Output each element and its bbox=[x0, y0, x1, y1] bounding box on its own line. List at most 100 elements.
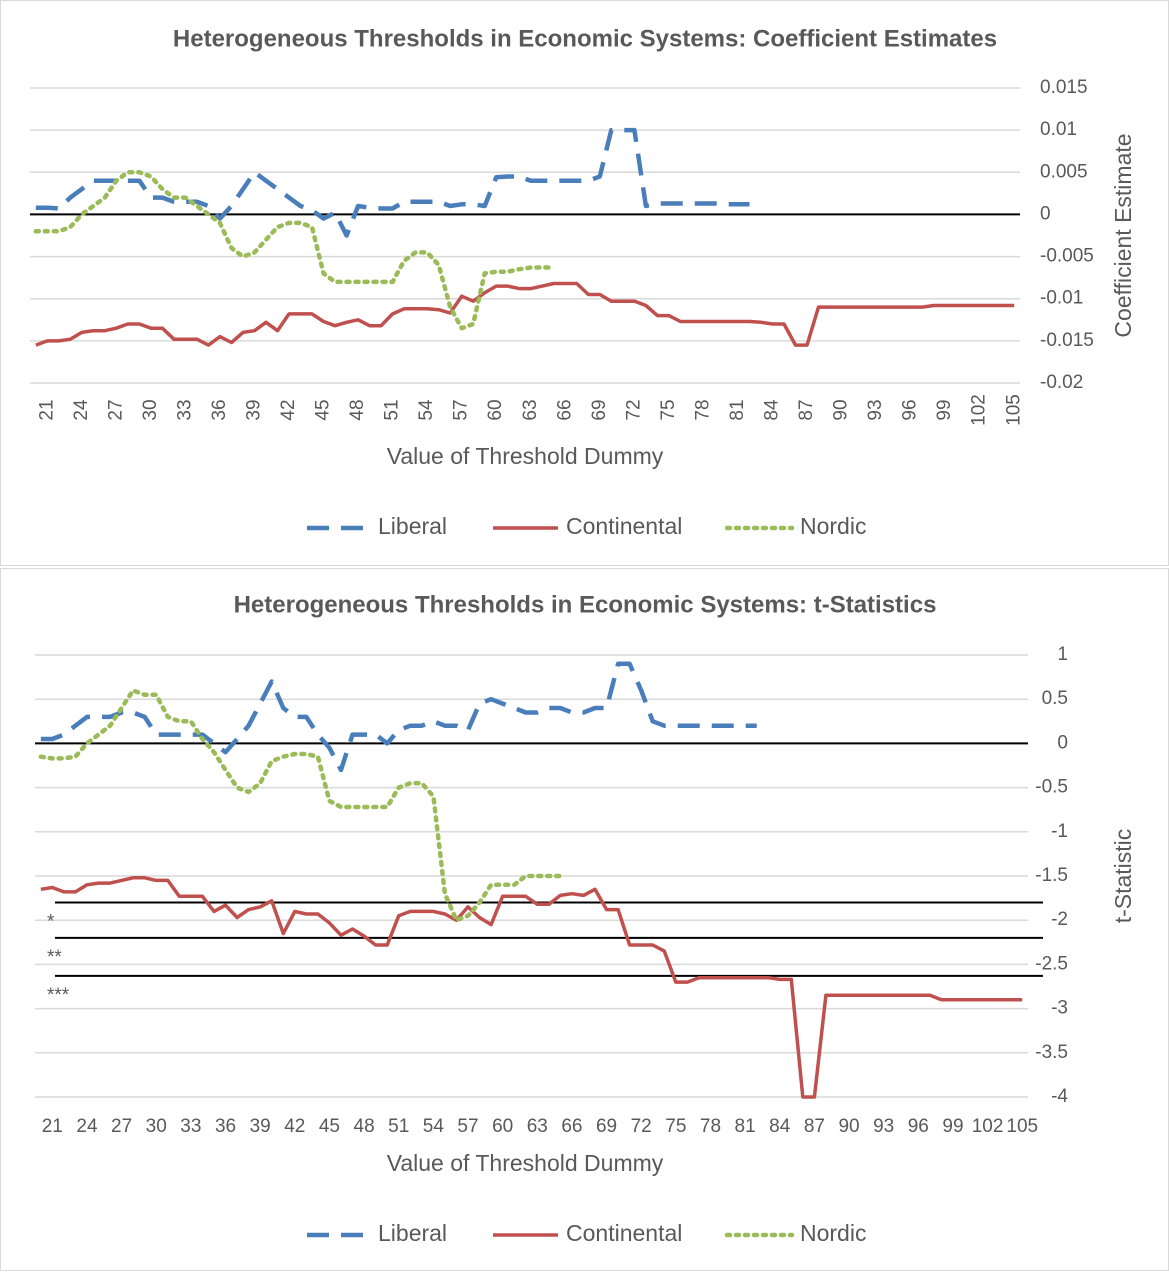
x-tick-label: 33 bbox=[180, 1116, 201, 1137]
x-tick-label: 51 bbox=[388, 1116, 409, 1137]
y-tick-label: -1 bbox=[1051, 821, 1068, 842]
x-axis-title: Value of Threshold Dummy bbox=[387, 443, 664, 469]
x-tick-label: 45 bbox=[313, 399, 334, 420]
x-axis-title: Value of Threshold Dummy bbox=[387, 1150, 664, 1176]
legend-label: Nordic bbox=[800, 513, 866, 539]
y-tick-label: 0.01 bbox=[1040, 119, 1077, 140]
x-tick-label: 105 bbox=[1006, 1116, 1038, 1137]
y-tick-label: 0 bbox=[1057, 732, 1068, 753]
y-tick-label: 1 bbox=[1057, 644, 1068, 665]
x-tick-label: 54 bbox=[416, 399, 437, 421]
x-tick-label: 87 bbox=[804, 1116, 825, 1137]
reference-label: *** bbox=[47, 985, 70, 1006]
x-tick-label: 81 bbox=[735, 1116, 756, 1137]
x-tick-label: 36 bbox=[215, 1116, 236, 1137]
x-tick-label: 99 bbox=[942, 1116, 963, 1137]
y-axis-title: Coefficient Estimate bbox=[1110, 133, 1136, 337]
x-tick-label: 36 bbox=[209, 399, 230, 420]
series-line bbox=[33, 170, 557, 331]
x-tick-label: 90 bbox=[838, 1116, 859, 1137]
x-tick-label: 69 bbox=[596, 1116, 617, 1137]
x-tick-label: 84 bbox=[769, 1116, 791, 1137]
x-tick-label: 63 bbox=[527, 1116, 548, 1137]
legend-label: Continental bbox=[566, 1220, 682, 1246]
x-tick-label: 24 bbox=[76, 1116, 98, 1137]
y-axis-title: t-Statistic bbox=[1110, 829, 1136, 924]
x-tick-label: 57 bbox=[457, 1116, 478, 1137]
x-tick-label: 48 bbox=[347, 399, 368, 420]
y-tick-label: -0.02 bbox=[1040, 372, 1083, 393]
x-tick-label: 87 bbox=[796, 399, 817, 420]
x-tick-label: 51 bbox=[382, 399, 403, 420]
y-tick-label: -0.015 bbox=[1040, 330, 1094, 351]
x-tick-label: 69 bbox=[589, 399, 610, 420]
x-tick-label: 81 bbox=[727, 399, 748, 420]
y-tick-label: -1.5 bbox=[1035, 865, 1068, 886]
y-tick-label: 0 bbox=[1040, 203, 1051, 224]
series-line bbox=[40, 876, 1023, 1099]
legend-label: Liberal bbox=[378, 1220, 447, 1246]
x-tick-label: 72 bbox=[631, 1116, 652, 1137]
y-tick-label: 0.5 bbox=[1042, 688, 1068, 709]
x-tick-label: 39 bbox=[250, 1116, 271, 1137]
x-tick-label: 60 bbox=[492, 1116, 513, 1137]
x-tick-label: 105 bbox=[1003, 394, 1024, 426]
x-tick-label: 39 bbox=[243, 399, 264, 420]
x-tick-label: 24 bbox=[71, 399, 92, 421]
x-tick-label: 66 bbox=[554, 399, 575, 420]
y-tick-label: 0.015 bbox=[1040, 77, 1088, 98]
reference-label: * bbox=[47, 912, 55, 933]
x-tick-label: 78 bbox=[692, 399, 713, 420]
series-line bbox=[38, 688, 563, 923]
legend-label: Continental bbox=[566, 513, 682, 539]
legend-label: Nordic bbox=[800, 1220, 866, 1246]
y-tick-label: -0.5 bbox=[1035, 777, 1068, 798]
x-tick-label: 72 bbox=[623, 399, 644, 420]
x-tick-label: 42 bbox=[278, 399, 299, 420]
panel-frame bbox=[0, 0, 1169, 566]
x-tick-label: 21 bbox=[42, 1116, 63, 1137]
x-tick-label: 45 bbox=[319, 1116, 340, 1137]
x-tick-label: 75 bbox=[658, 399, 679, 420]
x-tick-label: 99 bbox=[934, 399, 955, 420]
chart-title: Heterogeneous Thresholds in Economic Sys… bbox=[234, 591, 937, 618]
x-tick-label: 102 bbox=[969, 394, 990, 426]
series-line bbox=[35, 281, 1015, 347]
y-tick-label: -0.005 bbox=[1040, 246, 1094, 267]
x-tick-label: 93 bbox=[865, 399, 886, 420]
x-tick-label: 102 bbox=[972, 1116, 1004, 1137]
x-tick-label: 27 bbox=[111, 1116, 132, 1137]
y-tick-label: -3.5 bbox=[1035, 1042, 1068, 1063]
y-tick-label: -2 bbox=[1051, 909, 1068, 930]
y-tick-label: 0.005 bbox=[1040, 161, 1088, 182]
y-tick-label: -2.5 bbox=[1035, 953, 1068, 974]
x-tick-label: 33 bbox=[174, 399, 195, 420]
reference-label: ** bbox=[47, 947, 62, 968]
x-tick-label: 60 bbox=[485, 399, 506, 420]
x-tick-label: 21 bbox=[36, 399, 57, 420]
x-tick-label: 75 bbox=[665, 1116, 686, 1137]
x-tick-label: 63 bbox=[520, 399, 541, 420]
x-tick-label: 84 bbox=[762, 399, 783, 421]
y-tick-label: -0.01 bbox=[1040, 288, 1083, 309]
x-tick-label: 54 bbox=[423, 1116, 445, 1137]
x-tick-label: 57 bbox=[451, 399, 472, 420]
x-tick-label: 42 bbox=[284, 1116, 305, 1137]
x-tick-label: 90 bbox=[831, 399, 852, 420]
y-tick-label: -4 bbox=[1051, 1086, 1068, 1107]
series-line bbox=[35, 127, 750, 238]
x-tick-label: 30 bbox=[140, 399, 161, 420]
x-tick-label: 96 bbox=[900, 399, 921, 420]
x-tick-label: 48 bbox=[354, 1116, 375, 1137]
x-tick-label: 27 bbox=[105, 399, 126, 420]
x-tick-label: 93 bbox=[873, 1116, 894, 1137]
legend-label: Liberal bbox=[378, 513, 447, 539]
x-tick-label: 66 bbox=[561, 1116, 582, 1137]
y-tick-label: -3 bbox=[1051, 998, 1068, 1019]
series-line bbox=[40, 661, 757, 773]
x-tick-label: 96 bbox=[908, 1116, 929, 1137]
chart-title: Heterogeneous Thresholds in Economic Sys… bbox=[173, 25, 997, 52]
x-tick-label: 78 bbox=[700, 1116, 721, 1137]
x-tick-label: 30 bbox=[146, 1116, 167, 1137]
